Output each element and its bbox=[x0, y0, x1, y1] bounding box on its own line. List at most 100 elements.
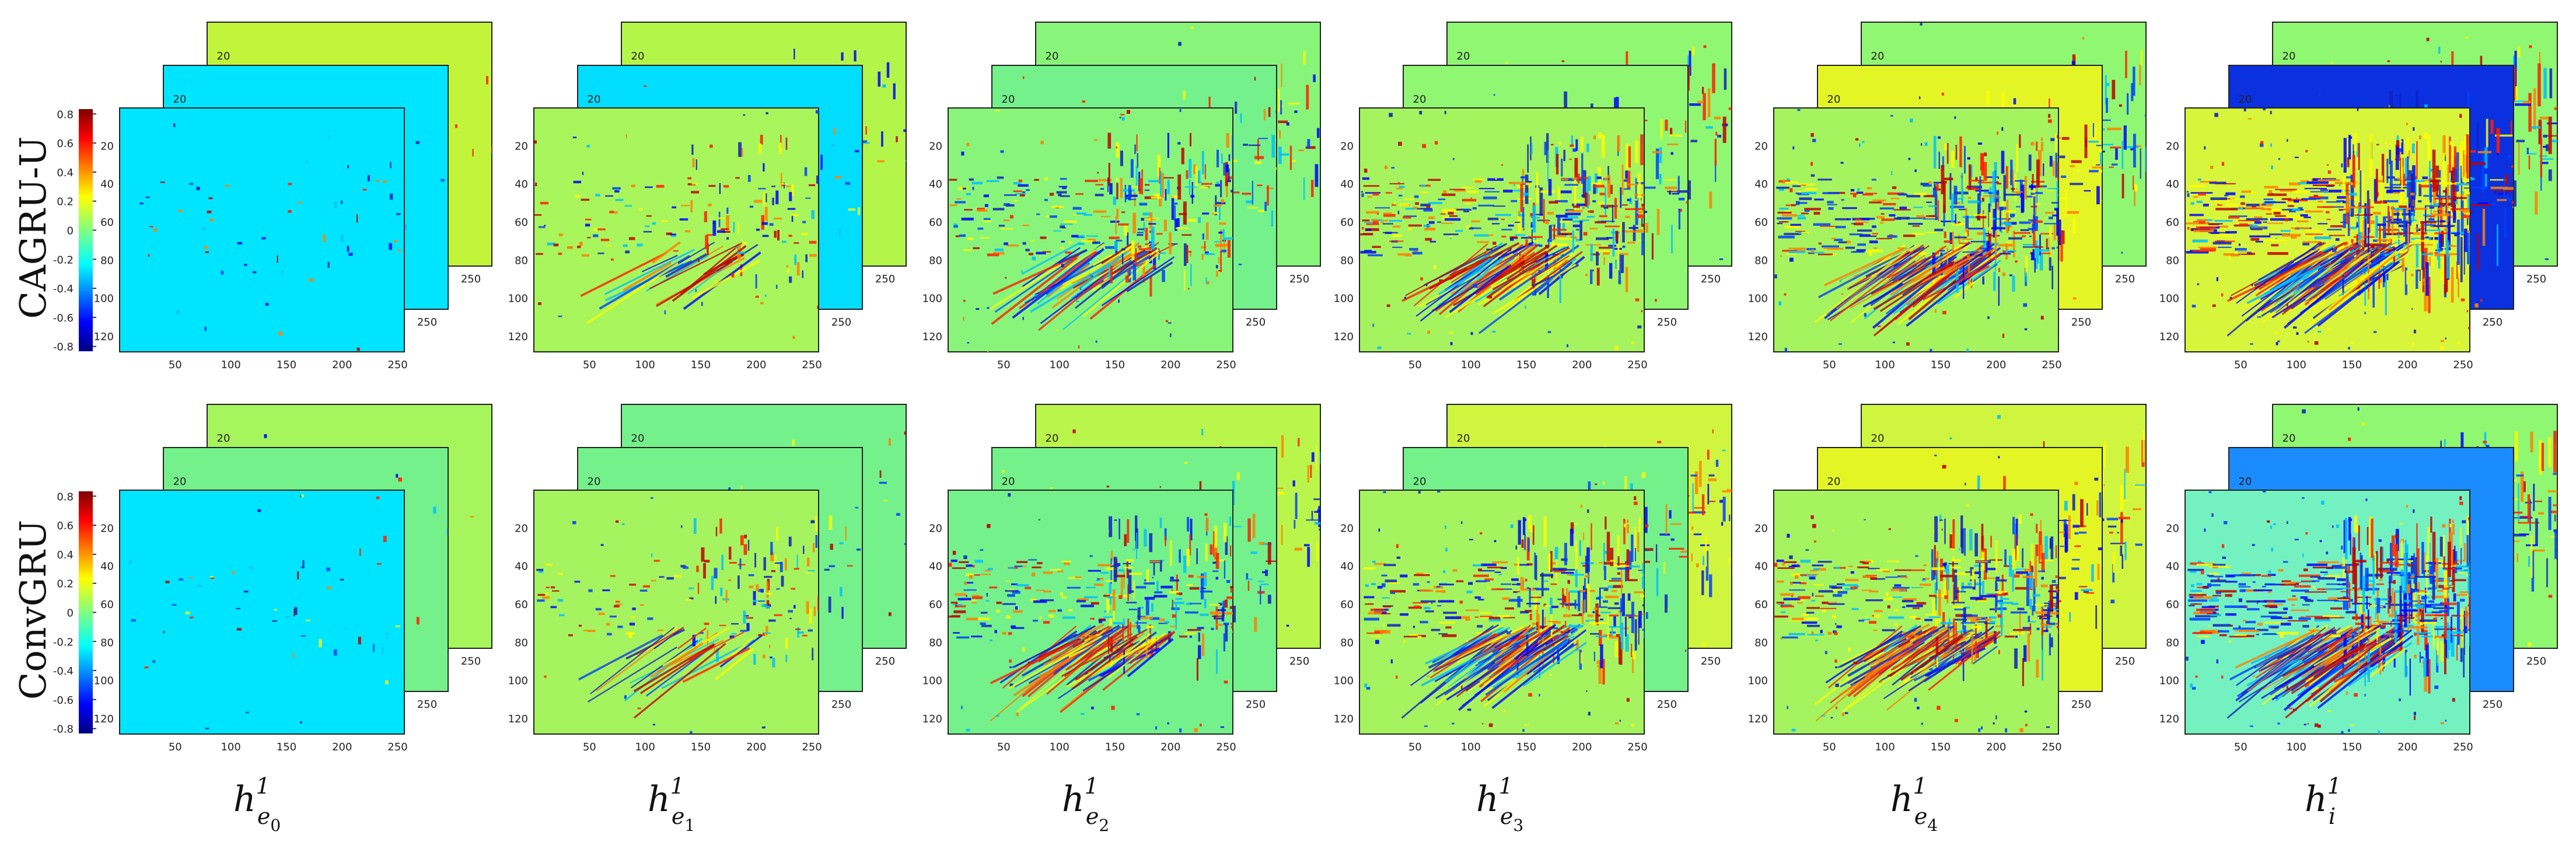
xtick-label: 150 bbox=[1516, 359, 1536, 371]
activation-pattern bbox=[139, 123, 401, 351]
ytick-label: 100 bbox=[922, 675, 942, 687]
xtick-label: 200 bbox=[1572, 741, 1592, 753]
ytick-label: 100 bbox=[94, 293, 114, 305]
xtick-label: 100 bbox=[1875, 359, 1895, 371]
xtick-label: 100 bbox=[635, 359, 655, 371]
xtick-label: 200 bbox=[1986, 359, 2006, 371]
back-map-xtick-label: 250 bbox=[1701, 273, 1721, 285]
column-label: h1 e0 bbox=[233, 773, 281, 835]
xtick-label: 100 bbox=[1049, 741, 1069, 753]
ytick-label: 80 bbox=[100, 254, 114, 267]
feature-map bbox=[119, 107, 405, 352]
xtick-label: 200 bbox=[746, 359, 766, 371]
activation-pattern bbox=[948, 493, 1233, 733]
back-map-xtick-label: 250 bbox=[1246, 316, 1266, 329]
back-map-xtick-label: 250 bbox=[2526, 655, 2546, 668]
xtick-label: 100 bbox=[2286, 741, 2306, 753]
back-map-ytick-label: 20 bbox=[1046, 50, 1059, 62]
xtick-label: 150 bbox=[1105, 741, 1125, 753]
colorbar-tick-label: -0.6 bbox=[53, 694, 74, 707]
xtick-label: 100 bbox=[2286, 359, 2306, 371]
ytick-label: 80 bbox=[515, 637, 528, 649]
activation-pattern bbox=[536, 497, 819, 734]
colorbar-tick-label: -0.6 bbox=[53, 312, 74, 324]
colorbar-tick-label: -0.2 bbox=[53, 636, 74, 648]
xtick-label: 50 bbox=[997, 359, 1011, 371]
ytick-label: 80 bbox=[2166, 254, 2179, 267]
back-map-ytick-label: 20 bbox=[173, 476, 187, 488]
ytick-label: 20 bbox=[1340, 140, 1354, 152]
xtick-label: 50 bbox=[169, 741, 182, 753]
xtick-label: 150 bbox=[277, 359, 296, 371]
ytick-label: 120 bbox=[922, 713, 942, 725]
xtick-label: 50 bbox=[2234, 741, 2248, 753]
ytick-label: 40 bbox=[929, 561, 942, 573]
colorbar-tick-label: 0.6 bbox=[57, 520, 74, 532]
colorbar-tick-label: 0 bbox=[67, 607, 74, 620]
ytick-label: 120 bbox=[1334, 331, 1354, 343]
ytick-label: 120 bbox=[1748, 331, 1768, 343]
column-label: h1 e4 bbox=[1890, 773, 1938, 835]
back-map-xtick-label: 250 bbox=[2115, 655, 2135, 668]
ytick-label: 100 bbox=[508, 293, 528, 305]
back-map-ytick-label: 20 bbox=[217, 432, 230, 445]
back-map-xtick-label: 250 bbox=[1289, 655, 1309, 668]
xtick-label: 100 bbox=[221, 741, 240, 753]
back-map-xtick-label: 250 bbox=[1657, 698, 1677, 711]
feature-map bbox=[533, 490, 819, 735]
column-label: h1 e2 bbox=[1062, 773, 1109, 835]
ytick-label: 60 bbox=[1340, 216, 1354, 229]
xtick-label: 150 bbox=[691, 359, 711, 371]
back-map-xtick-label: 250 bbox=[1246, 698, 1266, 711]
feature-map bbox=[119, 490, 405, 735]
back-map-xtick-label: 250 bbox=[1701, 655, 1721, 668]
xtick-label: 250 bbox=[2042, 741, 2061, 753]
activation-pattern bbox=[1364, 491, 1644, 732]
xtick-label: 250 bbox=[387, 359, 407, 371]
xtick-label: 250 bbox=[802, 359, 822, 371]
ytick-label: 20 bbox=[929, 522, 942, 534]
ytick-label: 100 bbox=[2159, 675, 2179, 687]
back-map-xtick-label: 250 bbox=[417, 316, 437, 329]
colorbar-tick-label: 0.4 bbox=[57, 549, 74, 561]
back-map-xtick-label: 250 bbox=[2483, 698, 2502, 711]
ytick-label: 60 bbox=[2166, 599, 2179, 611]
panel: 20 250 20 250 20 40 60 80 100 120 50 100 150 200 250 bbox=[94, 22, 492, 371]
back-map-xtick-label: 250 bbox=[831, 316, 851, 329]
xtick-label: 250 bbox=[802, 741, 822, 753]
column-label: h1 e1 bbox=[648, 773, 695, 835]
colorbar-ticks: 0.8 0.6 0.4 0.2 0 -0.2 -0.4 -0.6 -0.8 bbox=[53, 491, 96, 736]
ytick-label: 40 bbox=[515, 179, 528, 191]
back-map-ytick-label: 20 bbox=[1413, 93, 1427, 106]
ytick-label: 60 bbox=[515, 216, 528, 229]
back-map-xtick-label: 250 bbox=[2526, 273, 2546, 285]
ytick-label: 80 bbox=[1340, 637, 1354, 649]
panel: 20 250 20 250 20 40 60 80 100 120 50 100 150 200 250 bbox=[94, 404, 492, 753]
colorbar-row-1: 0.8 0.6 0.4 0.2 0 -0.2 -0.4 -0.6 -0.8 bbox=[53, 109, 96, 354]
back-map-ytick-label: 20 bbox=[1827, 93, 1841, 106]
ytick-label: 20 bbox=[515, 522, 528, 534]
panel: 20 250 20 250 20 40 60 80 100 120 50 100 150 200 250 bbox=[2159, 404, 2558, 753]
xtick-label: 200 bbox=[332, 359, 352, 371]
activation-pattern bbox=[1774, 109, 2058, 352]
xtick-label: 250 bbox=[1216, 359, 1236, 371]
colorbar-gradient bbox=[79, 491, 93, 733]
ytick-label: 60 bbox=[929, 599, 942, 611]
back-map-ytick-label: 20 bbox=[173, 93, 187, 106]
colorbar-tick-label: -0.4 bbox=[53, 283, 74, 295]
back-map-ytick-label: 20 bbox=[2283, 432, 2296, 445]
ytick-label: 120 bbox=[508, 331, 528, 343]
colorbar-tick-label: -0.8 bbox=[53, 724, 74, 736]
back-map-xtick-label: 250 bbox=[2071, 316, 2091, 329]
ytick-label: 20 bbox=[929, 140, 942, 152]
xtick-label: 150 bbox=[691, 741, 711, 753]
xtick-label: 150 bbox=[1931, 359, 1951, 371]
xtick-label: 100 bbox=[1049, 359, 1069, 371]
ytick-label: 40 bbox=[929, 179, 942, 191]
back-map-ytick-label: 20 bbox=[2239, 476, 2252, 488]
row-label-cagru-u: CAGRU-U bbox=[12, 137, 54, 319]
xtick-label: 200 bbox=[332, 741, 352, 753]
xtick-label: 200 bbox=[1572, 359, 1592, 371]
ytick-label: 20 bbox=[515, 140, 528, 152]
xtick-label: 150 bbox=[1105, 359, 1125, 371]
